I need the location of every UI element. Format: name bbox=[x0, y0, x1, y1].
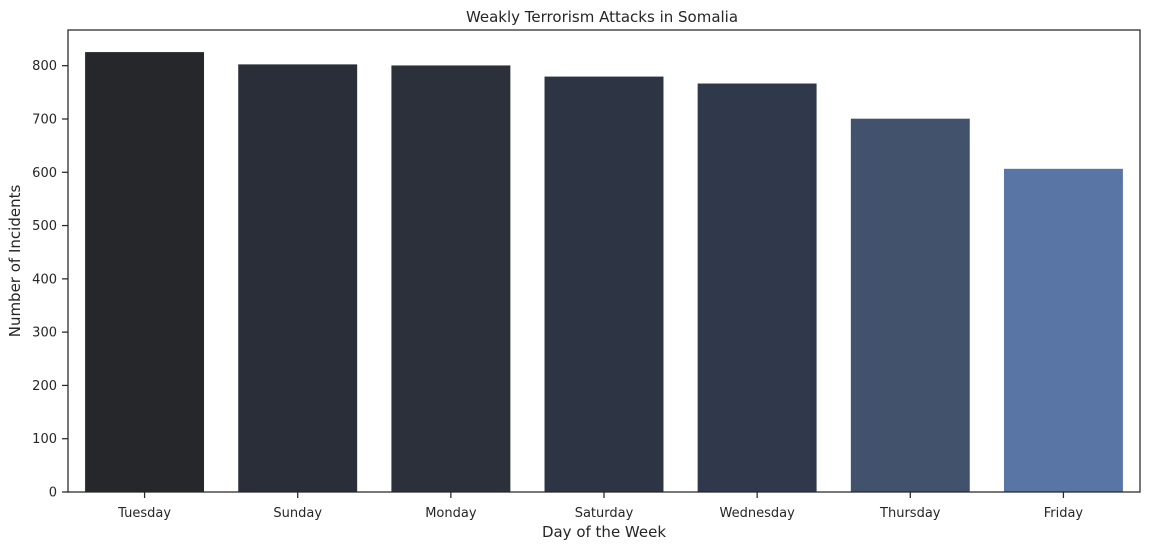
y-tick-label: 300 bbox=[32, 326, 57, 341]
bar-monday bbox=[390, 64, 511, 493]
x-tick-label: Saturday bbox=[575, 506, 634, 521]
bar-thursday bbox=[850, 118, 971, 493]
y-tick-label: 500 bbox=[32, 219, 57, 234]
y-tick-label: 200 bbox=[32, 379, 57, 394]
y-tick-label: 400 bbox=[32, 272, 57, 287]
x-tick-label: Tuesday bbox=[117, 506, 171, 521]
x-tick-label: Friday bbox=[1044, 506, 1084, 521]
x-axis-ticks: Tuesday Sunday Monday Saturday Wednesday Thur… bbox=[117, 492, 1083, 521]
x-axis-label: Day of the Week bbox=[542, 523, 666, 541]
x-tick-label: Thursday bbox=[879, 506, 941, 521]
bar-wednesday bbox=[697, 83, 818, 493]
x-tick-label: Monday bbox=[425, 506, 477, 521]
bar-sunday bbox=[237, 63, 358, 493]
y-tick-label: 0 bbox=[49, 486, 57, 501]
y-tick-label: 100 bbox=[32, 432, 57, 447]
x-tick-label: Sunday bbox=[273, 506, 322, 521]
plot-area-frame bbox=[67, 29, 1141, 493]
y-tick-label: 800 bbox=[32, 59, 57, 74]
chart-title: Weakly Terrorism Attacks in Somalia bbox=[466, 8, 738, 26]
bar-friday bbox=[1003, 168, 1124, 493]
y-tick-label: 700 bbox=[32, 112, 57, 127]
x-tick-label: Wednesday bbox=[720, 506, 796, 521]
bar-saturday bbox=[544, 76, 664, 493]
bars-group bbox=[84, 51, 1124, 493]
y-tick-label: 600 bbox=[32, 166, 57, 181]
y-axis-label: Number of Incidents bbox=[6, 185, 24, 338]
y-axis-ticks: 0 100 200 300 400 500 600 700 800 bbox=[32, 59, 68, 501]
bar-tuesday bbox=[84, 51, 205, 493]
